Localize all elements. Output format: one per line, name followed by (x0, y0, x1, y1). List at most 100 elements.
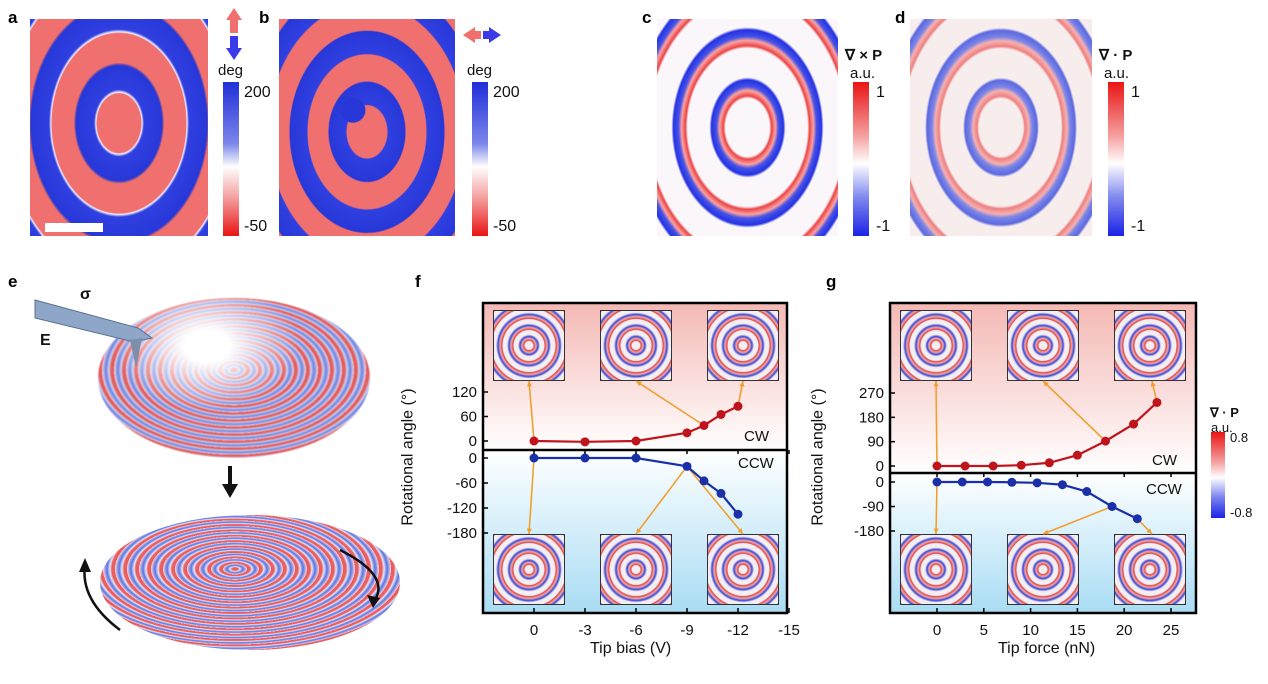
f-cw-label: CW (744, 428, 769, 445)
panel-label-a: a (8, 8, 18, 27)
colorbar-c-unit: a.u. (850, 65, 876, 82)
colorbar-a (223, 82, 239, 236)
f-cw-ytick-label: 0 (469, 433, 477, 450)
g-pointer-arrowhead-0 (933, 381, 939, 387)
f-ccw-point (529, 453, 539, 463)
g-ccw-point (932, 477, 942, 487)
g-cw-point (932, 461, 942, 471)
inset-map-g-ccw-3 (1114, 534, 1186, 605)
g-ccw-point (1007, 477, 1017, 487)
g-pointer-arrowhead-2 (1150, 381, 1156, 387)
g-cw-point (1152, 397, 1162, 407)
f-cw-point (716, 409, 726, 419)
g-xlabel: Tip force (nN) (998, 640, 1096, 657)
g-plot-frame (888, 301, 1198, 615)
colorbar-b-min: -50 (493, 218, 517, 235)
f-ccw-point (682, 461, 692, 471)
colorbar-a-unit: deg (218, 62, 244, 79)
colorbar-b-unit: deg (467, 62, 493, 79)
g-xtick-label: 25 (1163, 622, 1180, 639)
colorbar-g (1211, 432, 1225, 518)
vertical-polarization-arrow-icon (226, 8, 242, 60)
f-ccw-ytick-label: -120 (447, 500, 477, 517)
g-cw-point (988, 461, 998, 471)
g-pointer-arrowhead-3 (933, 528, 939, 534)
g-pointer-arrow-3 (935, 481, 938, 535)
electric-field-symbol: E (40, 332, 51, 349)
phase-map-b (279, 19, 455, 236)
colorbar-d-min: -1 (1131, 218, 1146, 235)
g-ylabel: Rotational angle (°) (809, 388, 827, 526)
inset-map-f-ccw-1 (493, 534, 565, 605)
f-ccw-ytick-label: -180 (447, 525, 477, 542)
panel-label-f: f (415, 272, 421, 291)
f-cw-ytick-label: 120 (452, 384, 477, 401)
g-ccw-point (983, 477, 993, 487)
inset-map-f-ccw-2 (600, 534, 672, 605)
f-cw-point (529, 436, 539, 446)
f-pointer-arrowhead-0 (526, 381, 533, 387)
f-pointer-arrowhead-1 (636, 381, 642, 387)
colorbar-d-unit: a.u. (1104, 65, 1130, 82)
f-ccw-point (699, 476, 709, 486)
g-cw-ytick-label: 0 (876, 458, 884, 475)
down-arrow-icon (222, 466, 238, 498)
g-cw-label: CW (1152, 452, 1177, 469)
f-xtick-label: -15 (778, 622, 800, 639)
inset-map-g-ccw-1 (900, 534, 972, 605)
f-pointer-arrow-1 (635, 380, 705, 427)
g-xtick-label: 15 (1069, 622, 1086, 639)
colorbar-a-min: -50 (244, 218, 268, 235)
g-cw-point (960, 461, 970, 471)
g-xtick-label: 20 (1116, 622, 1133, 639)
f-cw-point (699, 420, 709, 430)
phase-map-a (30, 19, 208, 236)
skyrmion-spiral-rotated (100, 515, 400, 650)
g-ccw-label: CCW (1146, 481, 1182, 498)
g-cw-point (1100, 436, 1110, 446)
g-pointer-arrow-1 (1042, 380, 1107, 442)
g-ccw-ytick-label: -90 (862, 499, 884, 516)
f-ccw-ytick-label: -60 (455, 475, 477, 492)
colorbar-g-unit: a.u. (1211, 420, 1233, 435)
g-ccw-ytick-label: 0 (876, 474, 884, 491)
panel-label-b: b (259, 8, 270, 27)
colorbar-g-min: -0.8 (1230, 505, 1253, 520)
f-ccw-point (631, 453, 641, 463)
inset-map-g-cw-2 (1007, 310, 1079, 381)
g-pointer-arrowhead-4 (1043, 529, 1049, 535)
f-cw-ytick-label: 60 (460, 409, 477, 426)
f-pointer-arrow-0 (528, 380, 535, 442)
colorbar-b (472, 82, 488, 236)
inset-map-g-ccw-2 (1007, 534, 1079, 605)
panel-label-c: c (642, 8, 652, 27)
g-cw-ytick-label: 270 (859, 385, 884, 402)
f-pointer-arrowhead-4 (636, 528, 642, 534)
curl-map-c (657, 19, 838, 236)
g-pointer-arrow-0 (935, 380, 938, 467)
f-xtick-label: 0 (530, 622, 538, 639)
f-cw-point (631, 436, 641, 446)
skyrmion-spiral-initial (98, 298, 370, 458)
colorbar-c-title: ∇ × P (845, 47, 883, 64)
colorbar-d-max: 1 (1131, 84, 1140, 101)
g-xtick-label: 5 (980, 622, 988, 639)
g-pointer-arrowhead-5 (1146, 528, 1152, 534)
g-ccw-point (1132, 514, 1142, 524)
panel-label-g: g (826, 272, 837, 291)
g-ccw-point (1032, 478, 1042, 488)
g-ccw-point (957, 477, 967, 487)
colorbar-c-max: 1 (876, 84, 885, 101)
colorbar-c (853, 82, 869, 236)
f-pointer-arrowhead-5 (737, 528, 743, 534)
colorbar-a-max: 200 (244, 84, 271, 101)
f-cw-point (733, 401, 743, 411)
f-ccw-point (733, 509, 743, 519)
f-ccw-ytick-label: 0 (469, 450, 477, 467)
g-ccw-line (937, 480, 1138, 520)
g-cw-point (1044, 458, 1054, 468)
f-pointer-arrow-5 (686, 465, 744, 535)
panel-label-e: e (8, 272, 18, 291)
f-pointer-arrowhead-2 (739, 381, 745, 387)
